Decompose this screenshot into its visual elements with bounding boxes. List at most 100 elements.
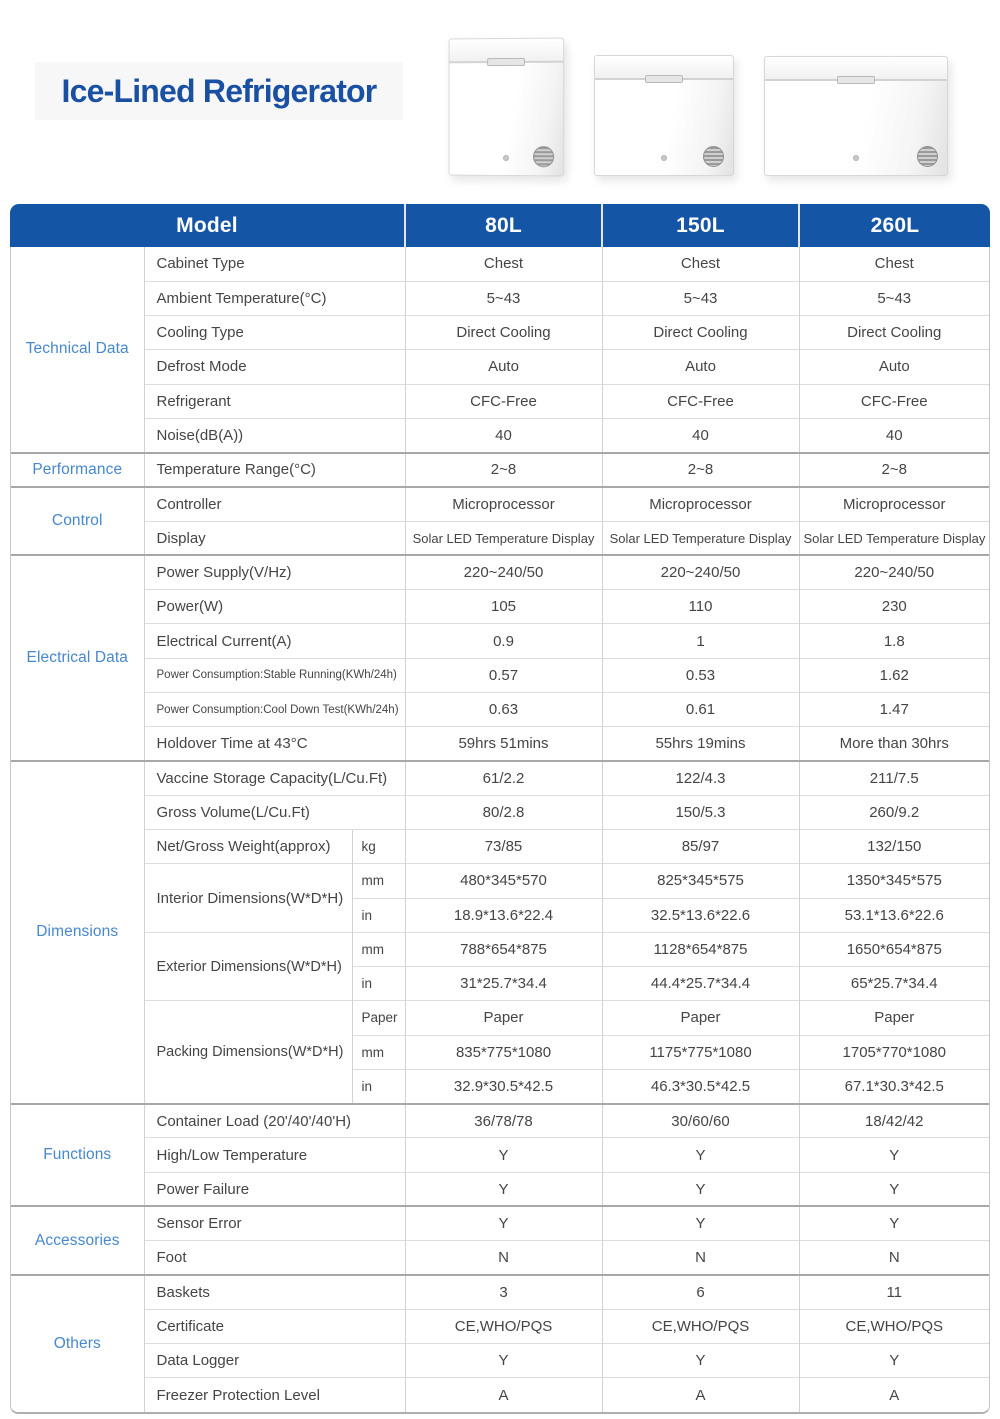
unit-label: mm: [351, 931, 405, 967]
cell-value: Microprocessor: [601, 485, 799, 522]
cell-value: 67.1*30.3*42.5: [798, 1068, 989, 1104]
cell-value: CE,WHO/PQS: [404, 1308, 602, 1344]
table-row: Performance Temperature Range(°C) 2~8 2~8 2~…: [11, 451, 989, 487]
cell-value: 6: [601, 1273, 799, 1310]
cell-value: 1705*770*1080: [798, 1034, 989, 1070]
cell-value: 835*775*1080: [404, 1034, 602, 1070]
spec-table: Technical Data Cabinet Type Chest Chest Ches…: [11, 247, 989, 1413]
freezer-handle: [645, 75, 683, 83]
cell-value: Paper: [404, 1000, 602, 1036]
cell-value: 11: [798, 1273, 989, 1310]
table-row: Defrost Mode Auto Auto Auto: [11, 349, 989, 385]
cell-value: Y: [404, 1137, 602, 1173]
row-label: Controller: [143, 485, 405, 522]
row-label: Packing Dimensions(W*D*H): [143, 1000, 352, 1104]
cell-value: Y: [601, 1342, 799, 1378]
table-row: Ambient Temperature(°C) 5~43 5~43 5~43: [11, 280, 989, 316]
category-cell: Control: [11, 485, 144, 556]
freezer-handle: [487, 57, 525, 67]
cell-value: Y: [601, 1137, 799, 1173]
category-cell: Others: [11, 1273, 144, 1413]
table-row: Accessories Sensor Error Y Y Y: [11, 1205, 989, 1275]
freezer-vent-grille: [533, 146, 555, 168]
category-cell: Functions: [11, 1102, 144, 1207]
freezer-lock-dot: [503, 154, 509, 162]
row-label: Defrost Mode: [143, 349, 405, 385]
row-label: Ambient Temperature(°C): [143, 280, 405, 316]
row-label: Cabinet Type: [143, 247, 405, 282]
cell-value: Direct Cooling: [601, 315, 799, 350]
row-label: Power Consumption:Cool Down Test(KWh/24h…: [143, 691, 405, 727]
row-label: Gross Volume(L/Cu.Ft): [143, 794, 405, 830]
cell-value: 36/78/78: [404, 1102, 602, 1138]
cell-value: Y: [798, 1205, 989, 1241]
category-cell: Technical Data: [25, 340, 129, 358]
cell-value: Direct Cooling: [798, 315, 989, 350]
cell-value: 788*654*875: [404, 931, 602, 967]
table-row: in 31*25.7*34.4 44.4*25.7*34.4 65*25.7*34.4: [11, 966, 989, 1001]
freezer-lid: [765, 57, 947, 84]
cell-value: Y: [798, 1171, 989, 1207]
page-title: Ice-Lined Refrigerator: [61, 72, 378, 109]
cell-value: 1.8: [798, 623, 989, 659]
cell-value: 2~8: [404, 451, 602, 487]
table-row: Refrigerant CFC-Free CFC-Free CFC-Free: [11, 383, 989, 419]
row-label: Certificate: [143, 1308, 405, 1344]
cell-value: 18.9*13.6*22.4: [404, 897, 602, 933]
cell-value: 30/60/60: [601, 1102, 799, 1138]
cell-value: 0.63: [404, 691, 602, 727]
cell-value: 0.61: [601, 691, 799, 727]
cell-value: Auto: [601, 349, 799, 385]
cell-value: Direct Cooling: [404, 315, 602, 350]
cell-value: Solar LED Temperature Display: [601, 520, 799, 556]
cell-value: 55hrs 19mins: [601, 726, 799, 761]
freezer-vent-grille: [703, 146, 724, 167]
cell-value: 0.57: [404, 657, 602, 693]
cell-value: Chest: [798, 247, 989, 282]
table-row: mm 835*775*1080 1175*775*1080 1705*770*1080: [11, 1034, 989, 1070]
unit-label: mm: [351, 1034, 405, 1070]
cell-value: 31*25.7*34.4: [404, 966, 602, 1001]
cell-value: 46.3*30.5*42.5: [601, 1068, 799, 1104]
table-row: Holdover Time at 43°C 59hrs 51mins 55hrs 1…: [11, 726, 989, 761]
row-label: Interior Dimensions(W*D*H): [143, 863, 352, 933]
cell-value: 44.4*25.7*34.4: [601, 966, 799, 1001]
table-row: Power Consumption:Cool Down Test(KWh/24h…: [11, 691, 989, 727]
table-row: Certificate CE,WHO/PQS CE,WHO/PQS CE,WHO/PQ…: [11, 1308, 989, 1344]
cell-value: 53.1*13.6*22.6: [798, 897, 989, 933]
cell-value: Paper: [798, 1000, 989, 1036]
cell-value: 150/5.3: [601, 794, 799, 830]
category-cell: Performance: [11, 451, 144, 487]
cell-value: 1.47: [798, 691, 989, 727]
cell-value: Chest: [404, 247, 602, 282]
row-label: Baskets: [143, 1273, 405, 1310]
row-label: Freezer Protection Level: [143, 1377, 405, 1413]
cell-value: CFC-Free: [798, 383, 989, 419]
unit-label: mm: [351, 863, 405, 899]
cell-value: 61/2.2: [404, 759, 602, 796]
row-label: Net/Gross Weight(approx): [143, 829, 352, 864]
cell-value: Microprocessor: [798, 485, 989, 522]
table-row: Data Logger Y Y Y: [11, 1342, 989, 1378]
row-label: Electrical Current(A): [143, 623, 405, 659]
category-cell: Accessories: [11, 1205, 144, 1275]
freezer-lock-dot: [853, 155, 859, 161]
cell-value: CE,WHO/PQS: [798, 1308, 989, 1344]
cell-value: 2~8: [798, 451, 989, 487]
unit-label: in: [351, 966, 405, 1001]
table-row: Cooling Type Direct Cooling Direct Cooling…: [11, 315, 989, 350]
row-label: Power Failure: [143, 1171, 405, 1207]
cell-value: 220~240/50: [798, 554, 989, 590]
cell-value: CFC-Free: [601, 383, 799, 419]
freezer-lock-dot: [661, 155, 667, 161]
cell-value: 3: [404, 1273, 602, 1310]
cell-value: 5~43: [601, 280, 799, 316]
row-label: Vaccine Storage Capacity(L/Cu.Ft): [143, 759, 405, 796]
table-row: Functions Container Load (20'/40'/40'H) 36…: [11, 1102, 989, 1207]
cell-value: 32.9*30.5*42.5: [404, 1068, 602, 1104]
row-label: Power(W): [143, 589, 405, 624]
cell-value: 260/9.2: [798, 794, 989, 830]
cell-value: 1350*345*575: [798, 863, 989, 899]
cell-value: Solar LED Temperature Display: [798, 520, 989, 556]
cell-value: 1.62: [798, 657, 989, 693]
